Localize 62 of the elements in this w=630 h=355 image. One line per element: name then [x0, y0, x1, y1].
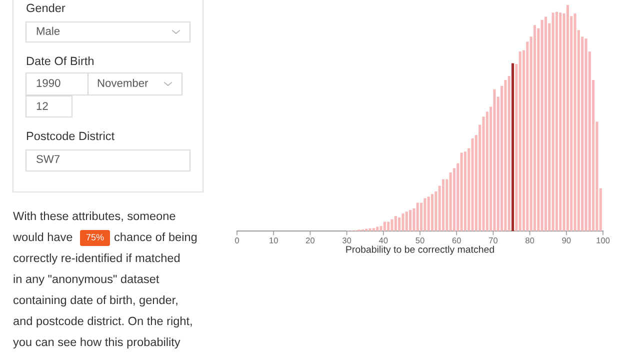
x-tick-label: 20: [306, 237, 315, 244]
x-axis-title: Probability to be correctly matched: [346, 246, 494, 255]
bar: [471, 138, 474, 231]
text: in any "anonymous" dataset: [14, 274, 160, 286]
x-tick-label: 60: [452, 237, 461, 244]
bar: [409, 210, 412, 231]
x-tick-label: 0: [235, 237, 239, 244]
bar: [387, 222, 390, 231]
bar: [405, 212, 408, 231]
x-tick-label: 80: [526, 237, 534, 244]
bar: [574, 13, 576, 231]
bar: [372, 228, 375, 231]
bar: [566, 5, 569, 231]
bar: [559, 12, 562, 231]
text: you can see how this probability: [13, 337, 180, 349]
bar: [508, 76, 510, 231]
bar: [460, 152, 463, 231]
x-tick-label: 40: [378, 237, 388, 244]
bar: [544, 16, 547, 231]
bar: [555, 12, 558, 231]
text: 12: [36, 102, 48, 110]
x-tick-label: 10: [270, 237, 278, 244]
bar: [383, 222, 386, 231]
text: SW7: [36, 155, 60, 163]
text: 1990: [36, 79, 60, 87]
text: November: [98, 78, 148, 87]
text: containing date of birth, gender,: [14, 295, 178, 306]
bar: [464, 152, 466, 231]
bar: [540, 20, 544, 231]
bar: [552, 12, 554, 231]
text: Gender: [26, 4, 66, 12]
text: Postcode District: [26, 131, 114, 140]
bar: [518, 52, 522, 231]
bar: [416, 202, 419, 231]
text: 75%: [86, 234, 104, 240]
text: would have: [12, 232, 72, 242]
text: chance of being: [114, 232, 197, 244]
bar: [398, 217, 401, 231]
bar: [402, 213, 404, 231]
bar: [424, 198, 426, 231]
bar: [390, 219, 394, 231]
bar: [430, 194, 434, 231]
bar: [394, 216, 397, 231]
bar: [504, 80, 507, 231]
bar: [512, 63, 514, 231]
x-tick-label: 100: [596, 237, 610, 244]
text: Date Of Birth: [26, 56, 94, 66]
x-tick-label: 30: [342, 237, 352, 244]
x-tick-label: 70: [488, 237, 498, 244]
bar: [442, 179, 445, 231]
text: correctly re-identified if matched: [14, 253, 180, 264]
bar: [427, 196, 430, 231]
bar: [449, 172, 452, 231]
bar: [533, 25, 536, 231]
x-tick-label: 90: [562, 237, 571, 244]
text: and postcode district. On the right,: [14, 316, 192, 328]
x-tick-label: 50: [416, 237, 424, 244]
bar: [584, 38, 588, 231]
text: With these attributes, someone: [13, 211, 176, 222]
bar: [376, 226, 379, 231]
text: Male: [36, 26, 60, 35]
bar: [493, 89, 496, 231]
